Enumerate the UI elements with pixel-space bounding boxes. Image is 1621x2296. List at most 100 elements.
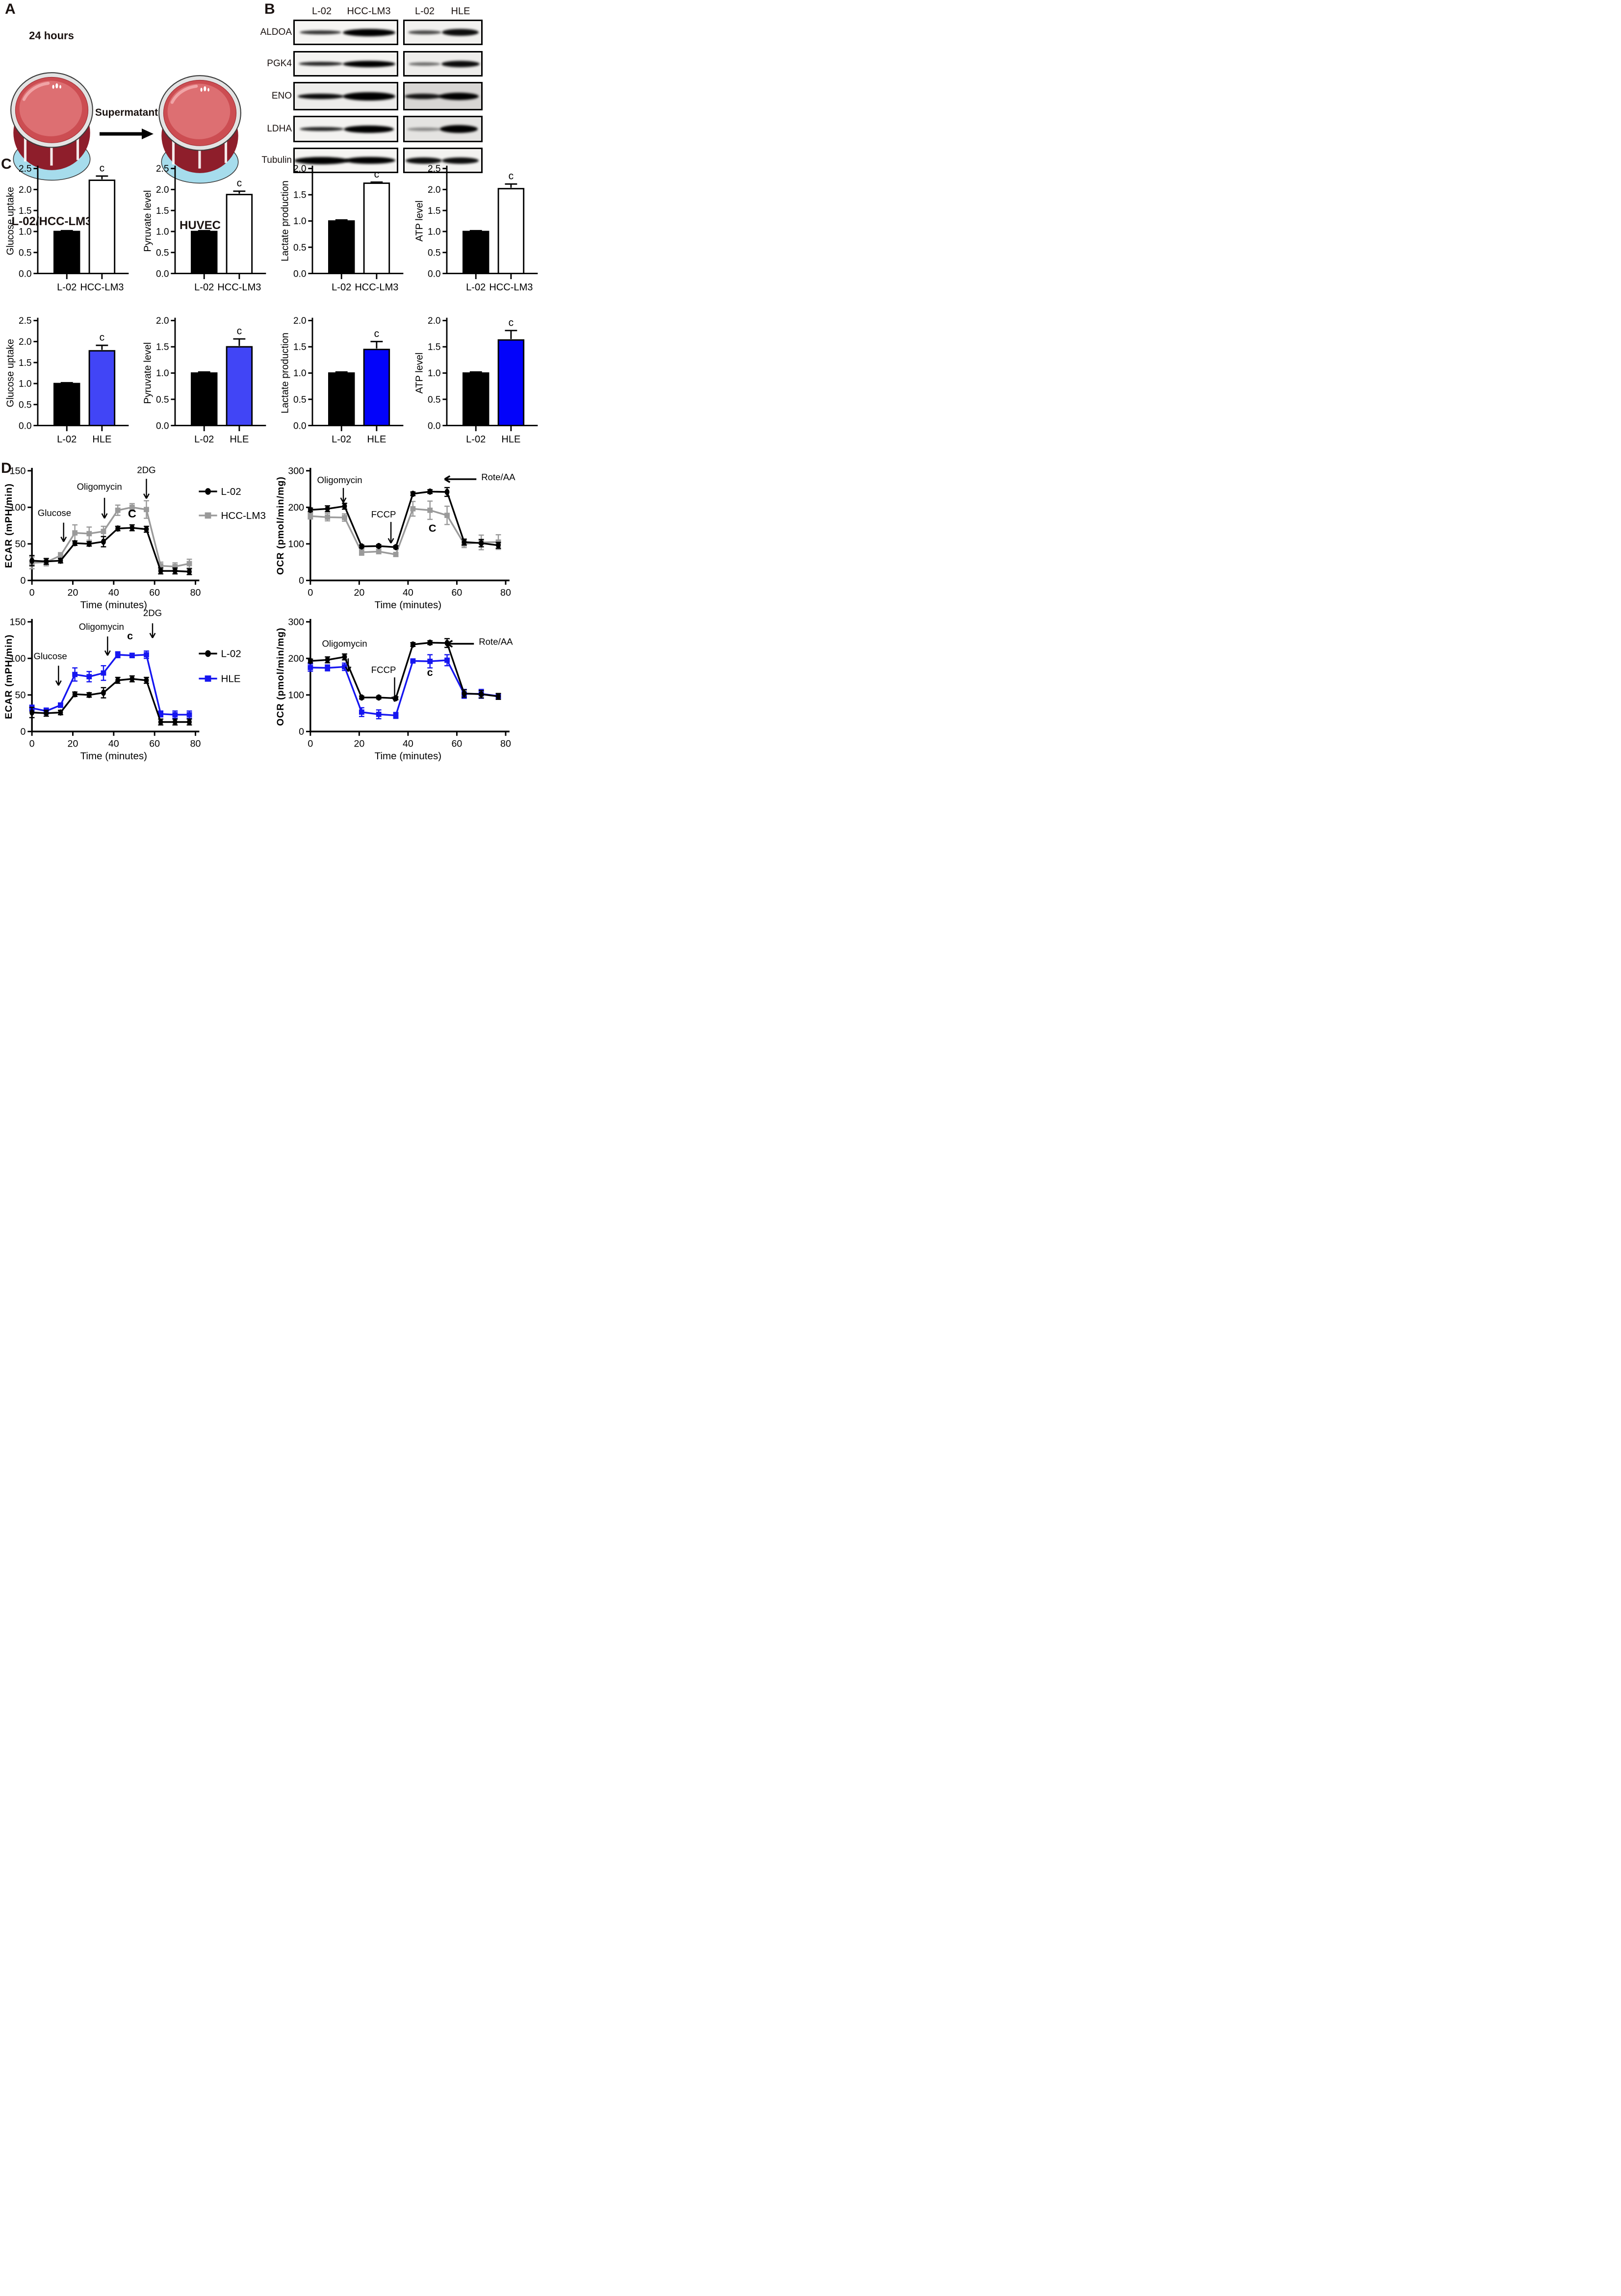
x-category-label: L-02 (194, 282, 214, 293)
y-axis-title: Glucose uptake (5, 339, 16, 407)
data-point (359, 549, 364, 555)
y-tick-label: 300 (288, 617, 304, 628)
data-point (86, 674, 92, 679)
y-tick-label: 150 (10, 466, 26, 477)
data-point (44, 710, 49, 717)
blot-column-header: HLE (451, 6, 470, 17)
y-axis-title: OCR (pmol/min/mg) (275, 627, 286, 726)
y-tick-label: 2.5 (156, 164, 169, 174)
x-tick-label: 20 (354, 739, 364, 749)
y-axis-title: ECAR (mPH/min) (3, 483, 14, 568)
data-point (58, 553, 63, 559)
y-axis-title: Glucose uptake (5, 187, 16, 255)
data-point (129, 504, 135, 510)
bar-HLE (363, 348, 390, 427)
data-point (393, 713, 399, 718)
annotation-label: Rote/AA (481, 472, 515, 482)
legend-label: HLE (221, 673, 240, 684)
data-point (72, 691, 77, 697)
x-tick-label: 0 (308, 739, 313, 749)
legend-marker (205, 488, 211, 495)
legend-item-HCC-LM3: HCC-LM3 (199, 510, 266, 521)
significance-label: c (100, 162, 105, 174)
protein-band (297, 93, 344, 99)
data-point (158, 719, 163, 725)
legend-marker (205, 650, 211, 657)
chart-lactate-production-hcc-lm3: 0.0 0.5 1.0 1.5 2.0 L-02 HCC-LM3 c Lactate produ… (280, 164, 404, 293)
x-tick-label: 0 (308, 588, 313, 598)
protein-label: LDHA (267, 124, 292, 134)
x-category-label: L-02 (332, 434, 351, 445)
significance-label: c (509, 171, 514, 182)
x-category-label: HLE (92, 434, 111, 445)
bar-L-02 (53, 383, 80, 427)
significance-label: C (429, 522, 437, 534)
y-tick-label: 100 (10, 653, 26, 664)
x-tick-label: 80 (190, 739, 201, 749)
x-tick-label: 60 (452, 588, 463, 598)
x-category-label: HCC-LM3 (489, 282, 533, 293)
y-tick-label: 0.0 (428, 421, 441, 431)
x-category-label: L-02 (57, 434, 77, 445)
data-point (144, 507, 149, 513)
data-point (427, 507, 433, 513)
x-tick-label: 20 (68, 588, 78, 598)
x-category-label: HCC-LM3 (217, 282, 261, 293)
y-tick-label: 1.0 (19, 379, 32, 389)
y-tick-label: 0.0 (156, 269, 169, 279)
significance-label: c (127, 630, 133, 642)
protein-band (299, 127, 344, 131)
figure-root: A 24 hours Supermatant (0, 0, 540, 765)
y-tick-label: 2.0 (156, 316, 169, 326)
series-line (310, 508, 499, 556)
y-tick-label: 1.5 (293, 342, 307, 353)
y-tick-label: 0.0 (293, 421, 307, 431)
data-point (325, 505, 330, 512)
data-point (444, 489, 450, 495)
chart-pyruvate-level-hcc-lm3: 0.0 0.5 1.0 1.5 2.0 2.5 L-02 HCC-LM3 c Pyruvate l… (142, 164, 266, 293)
chart-atp-level-hle: 0.0 0.5 1.0 1.5 2.0 L-02 HLE c ATP level (414, 316, 538, 445)
legend-marker (205, 512, 211, 519)
annotation-arrow-icon (149, 623, 156, 639)
protein-band (343, 125, 394, 133)
panel-a: A 24 hours Supermatant (0, 0, 256, 235)
y-tick-label: 1.5 (156, 206, 169, 216)
bar-L-02 (190, 231, 218, 275)
annotation-label: Oligomycin (77, 482, 122, 492)
protein-label: ENO (271, 91, 292, 101)
x-category-label: HCC-LM3 (80, 282, 124, 293)
y-axis-title: Lactate production (280, 333, 290, 413)
annotation-arrow-icon (101, 497, 108, 519)
blot-aldoa-right (403, 20, 483, 45)
chart-glucose-uptake-hle: 0.0 0.5 1.0 1.5 2.0 2.5 L-02 HLE c Glucose uptake (5, 316, 129, 445)
protein-band (342, 60, 395, 67)
series-L-02 (308, 487, 501, 550)
series-line (32, 678, 190, 723)
series-L-02 (29, 675, 192, 726)
data-point (376, 549, 382, 554)
y-tick-label: 0.5 (293, 243, 307, 253)
data-point (410, 490, 415, 497)
y-tick-label: 0.0 (428, 269, 441, 279)
significance-label: c (100, 332, 105, 343)
y-tick-label: 0.5 (156, 248, 169, 258)
data-point (325, 656, 330, 663)
y-tick-label: 0.5 (19, 248, 32, 258)
annotation-arrow-icon (446, 640, 474, 648)
data-point (129, 675, 135, 682)
x-tick-label: 40 (108, 739, 119, 749)
significance-label: c (427, 666, 433, 678)
y-tick-label: 1.0 (293, 216, 307, 227)
y-tick-label: 50 (15, 539, 26, 550)
data-point (479, 540, 484, 546)
y-tick-label: 2.0 (428, 185, 441, 195)
y-tick-label: 2.0 (19, 185, 32, 195)
x-category-label: L-02 (57, 282, 77, 293)
x-category-label: HLE (367, 434, 386, 445)
x-tick-label: 0 (29, 588, 35, 598)
y-tick-label: 1.5 (428, 206, 441, 216)
protein-band (438, 92, 479, 100)
y-tick-label: 2.0 (19, 337, 32, 347)
data-point (462, 539, 467, 545)
blot-ldha-left (293, 116, 398, 142)
